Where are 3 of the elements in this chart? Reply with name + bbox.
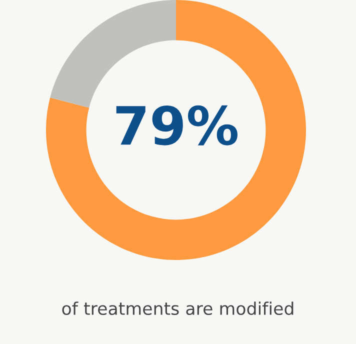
text: of treatments are modified [62, 302, 294, 316]
donut-slice [46, 0, 306, 260]
data-label: 79% [116, 105, 238, 146]
